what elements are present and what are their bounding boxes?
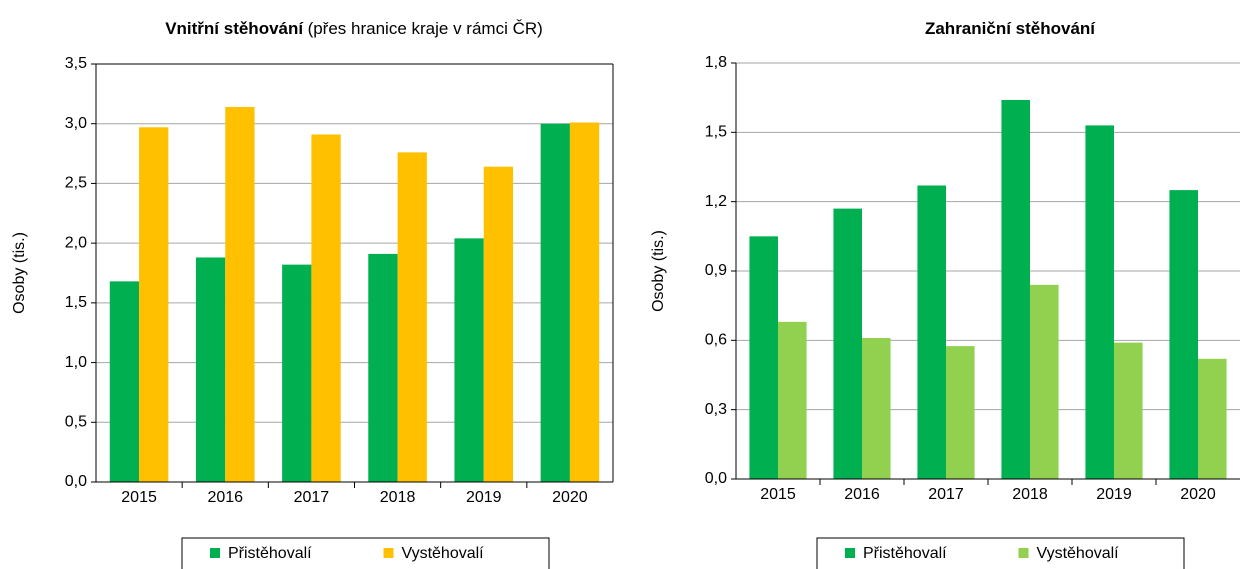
y-tick-label: 0,0 xyxy=(705,470,727,487)
bar xyxy=(833,208,862,479)
subtitle: (přes hranice kraje v rámci ČR) xyxy=(308,19,543,38)
bar xyxy=(282,264,312,482)
bar xyxy=(1001,99,1030,479)
bar xyxy=(397,152,427,482)
y-axis-label: Osoby (tis.) xyxy=(11,232,28,314)
chart-title: Zahraniční stěhování xyxy=(925,19,1096,38)
y-tick-label: 1,0 xyxy=(65,354,87,371)
legend-swatch xyxy=(845,548,855,558)
legend-swatch xyxy=(210,548,220,558)
x-tick-label: 2020 xyxy=(552,489,588,506)
bar xyxy=(195,257,226,482)
bar xyxy=(454,238,484,482)
bar xyxy=(225,106,255,482)
bar xyxy=(1030,284,1059,479)
legend-label: Vystěhovalí xyxy=(1037,545,1120,562)
bar xyxy=(540,123,570,482)
x-tick-label: 2019 xyxy=(1096,486,1132,503)
y-tick-label: 2,0 xyxy=(65,234,87,251)
legend-swatch xyxy=(383,548,394,558)
y-tick-label: 2,5 xyxy=(65,175,87,192)
bar xyxy=(1085,125,1114,480)
y-tick-label: 1,8 xyxy=(705,54,727,71)
legend-label: Vystěhovalí xyxy=(402,545,485,562)
y-tick-label: 1,5 xyxy=(65,294,87,311)
x-tick-label: 2018 xyxy=(380,489,416,506)
y-axis-label: Osoby (tis.) xyxy=(650,230,667,312)
legend-label: Přistěhovalí xyxy=(863,545,947,562)
bar xyxy=(862,338,891,479)
x-tick-label: 2017 xyxy=(294,489,330,506)
y-tick-label: 3,5 xyxy=(65,55,87,72)
y-tick-label: 1,5 xyxy=(705,124,727,141)
x-tick-label: 2017 xyxy=(928,486,964,503)
title-bold: Zahraniční stěhování xyxy=(925,19,1096,38)
bar xyxy=(749,236,778,479)
legend-swatch xyxy=(1018,548,1029,558)
bar xyxy=(778,321,807,479)
y-tick-label: 0,9 xyxy=(705,262,727,279)
y-tick-label: 0,3 xyxy=(705,401,727,418)
bar xyxy=(311,134,341,482)
x-tick-label: 2015 xyxy=(760,486,796,503)
bar xyxy=(1198,358,1227,479)
legend-label: Přistěhovalí xyxy=(228,545,312,562)
bar xyxy=(1169,190,1198,479)
bar xyxy=(946,346,975,479)
bar xyxy=(917,185,946,479)
bar xyxy=(483,166,514,483)
legend-box xyxy=(816,537,1185,569)
x-tick-label: 2019 xyxy=(466,489,502,506)
title-bold: Vnitřní stěhování xyxy=(165,19,304,38)
bar xyxy=(139,127,169,482)
legend-box xyxy=(181,537,550,569)
bar xyxy=(109,281,140,482)
y-tick-label: 0,6 xyxy=(705,332,727,349)
bar xyxy=(368,253,398,482)
bar xyxy=(569,122,600,483)
x-tick-label: 2015 xyxy=(121,489,157,506)
x-tick-label: 2018 xyxy=(1012,486,1048,503)
y-tick-label: 0,0 xyxy=(65,473,87,490)
bar xyxy=(1114,342,1143,479)
x-tick-label: 2016 xyxy=(844,486,880,503)
chart-title: Vnitřní stěhování (přes hranice kraje v … xyxy=(165,19,543,38)
y-tick-label: 1,2 xyxy=(705,193,727,210)
x-tick-label: 2016 xyxy=(207,489,243,506)
x-tick-label: 2020 xyxy=(1180,486,1216,503)
y-tick-label: 0,5 xyxy=(65,414,87,431)
y-tick-label: 3,0 xyxy=(65,115,87,132)
